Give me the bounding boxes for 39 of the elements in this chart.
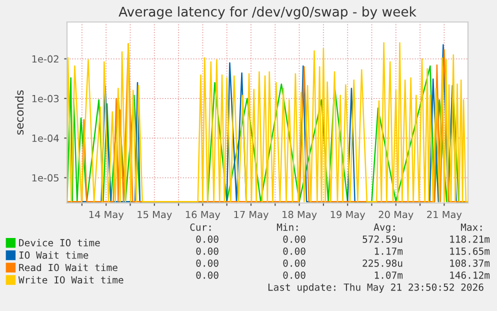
text: 225.98u <box>362 259 402 267</box>
x-tick-label: 15 May <box>138 210 172 220</box>
legend-label: IO Wait time <box>19 251 88 259</box>
text: 0.00 <box>196 235 218 243</box>
legend-label: Device IO time <box>19 238 100 246</box>
text: 115.65m <box>450 247 490 255</box>
x-tick-label: 21 May <box>427 210 462 220</box>
text: 572.59u <box>362 235 402 243</box>
legend-label: Write IO Wait time <box>18 276 124 284</box>
text: 108.37m <box>450 259 490 267</box>
text: Cur: <box>190 223 211 231</box>
y-axis-title: seconds <box>15 90 24 135</box>
text: 0.00 <box>196 247 218 255</box>
y-tick-label: 1e-03 <box>32 94 59 102</box>
y-tick-label: 1e-05 <box>32 174 59 182</box>
text: Avg: <box>374 224 395 233</box>
y-tick-label: 1e-04 <box>32 134 59 142</box>
text: 0.00 <box>283 271 306 279</box>
text: 118.21m <box>450 235 490 243</box>
y-tick-label: 1e-02 <box>32 55 58 63</box>
x-tick-label: 18 May <box>282 210 317 220</box>
text: 1.07m <box>374 271 403 279</box>
text: 0.00 <box>283 247 306 255</box>
text: 0.00 <box>283 235 306 243</box>
text: Min: <box>276 223 298 231</box>
chart-title: Average latency for /dev/vg0/swap - by week <box>118 6 416 20</box>
text: 1.17m <box>374 248 403 255</box>
legend-label: Read IO Wait time <box>19 264 118 272</box>
x-tick-label: 17 May <box>234 210 268 220</box>
text: 146.12m <box>450 271 490 279</box>
x-tick-label: 14 May <box>89 210 124 220</box>
text: 0.00 <box>283 259 306 267</box>
text: Max: <box>460 224 482 231</box>
x-tick-label: 16 May <box>186 210 220 220</box>
text: 0.00 <box>196 259 218 267</box>
x-tick-label: 19 May <box>330 210 366 220</box>
text: Last update: Thu May 21 23:50:52 2026 <box>268 283 484 293</box>
x-tick-label: 20 May <box>378 210 414 220</box>
text: 0.00 <box>196 271 218 279</box>
